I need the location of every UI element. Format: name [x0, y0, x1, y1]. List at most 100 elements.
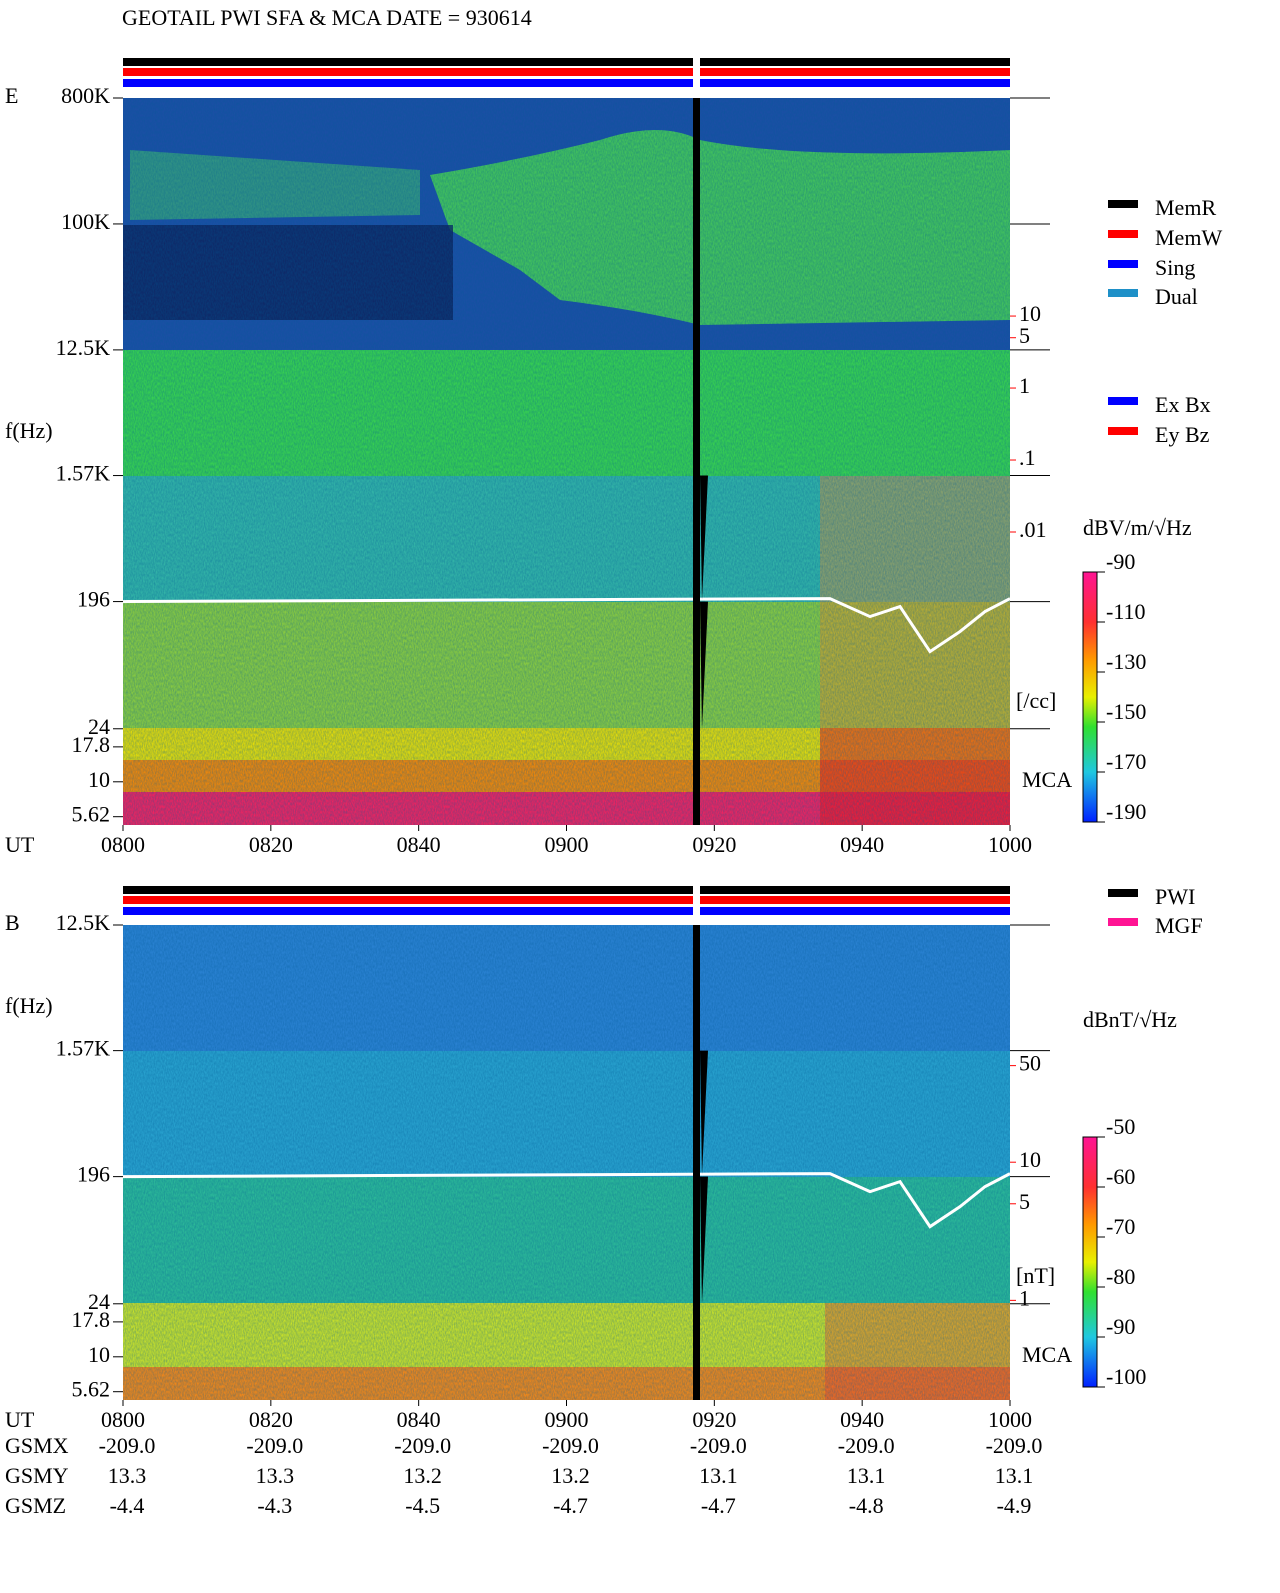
legend-swatch: [1108, 260, 1138, 268]
x-tick-label: 0800: [101, 832, 145, 857]
orbit-value: -4.7: [553, 1493, 588, 1518]
x-tick-label: 0820: [249, 832, 293, 857]
orbit-value: -4.5: [405, 1493, 440, 1518]
y-tick-label: 24: [88, 714, 110, 739]
y-tick-label: 12.5K: [56, 335, 111, 360]
colorbar-tick-label: -110: [1106, 599, 1146, 624]
y-tick-label: 196: [77, 587, 110, 612]
orbit-value: -209.0: [99, 1433, 156, 1458]
colorbar-tick-label: -60: [1106, 1164, 1135, 1189]
y-tick-label: 12.5K: [56, 910, 111, 935]
orbit-value: -4.4: [110, 1493, 145, 1518]
panel-label: E: [5, 83, 18, 108]
orbit-value: 13.3: [108, 1463, 147, 1488]
x-tick-label: 0920: [692, 832, 736, 857]
legend-swatch: [1108, 289, 1138, 297]
x-axis-label: UT: [5, 832, 35, 857]
legend-swatch: [1108, 889, 1138, 897]
orbit-value: 13.3: [256, 1463, 295, 1488]
data-gap: [693, 925, 700, 1400]
mca-label: MCA: [1022, 767, 1072, 792]
y2-tick-label: .01: [1019, 517, 1047, 542]
colorbar-tick-label: -130: [1106, 649, 1146, 674]
orbit-value: -4.7: [701, 1493, 736, 1518]
legend-swatch: [1108, 397, 1138, 405]
orbit-value: -209.0: [986, 1433, 1043, 1458]
data-gap: [693, 98, 700, 825]
plasma-line: [122, 1172, 1011, 1229]
y2-axis-label: [nT]: [1016, 1263, 1055, 1288]
y-tick-label: 10: [88, 767, 110, 792]
colorbar-tick-label: -90: [1106, 549, 1135, 574]
x-tick-label: 1000: [988, 832, 1032, 857]
legend-label: Ex Bx: [1155, 392, 1211, 417]
status-gap: [693, 58, 700, 87]
y2-axis-label: [/cc]: [1016, 688, 1056, 713]
legend-swatch: [1108, 200, 1138, 208]
y2-tick-label: 5: [1019, 1189, 1030, 1214]
colorbar-tick-label: -80: [1106, 1264, 1135, 1289]
y-tick-label: 100K: [61, 209, 110, 234]
y-tick-label: 800K: [61, 83, 110, 108]
legend-swatch: [1108, 230, 1138, 238]
spectrogram-noise: [123, 98, 1010, 825]
legend-label: Ey Bz: [1155, 422, 1210, 447]
panel-label: B: [5, 910, 20, 935]
orbit-row-label: GSMX: [5, 1433, 69, 1458]
colorbar-label: dBV/m/√Hz: [1083, 515, 1192, 540]
orbit-value: -209.0: [838, 1433, 895, 1458]
orbit-value: -209.0: [690, 1433, 747, 1458]
x-tick-label: 0900: [545, 832, 589, 857]
x-tick-label: 0840: [397, 1407, 441, 1432]
y-tick-label: 17.8: [72, 732, 111, 757]
status-bar: [123, 68, 1010, 76]
y-tick-label: 5.62: [72, 1377, 111, 1402]
legend-label: Sing: [1155, 255, 1195, 280]
status-bar: [123, 907, 1010, 915]
legend-label: Dual: [1155, 284, 1198, 309]
y-axis-label: f(Hz): [5, 418, 53, 443]
orbit-value: -4.9: [997, 1493, 1032, 1518]
colorbar-tick-label: -70: [1106, 1214, 1135, 1239]
x-tick-label: 0840: [397, 832, 441, 857]
plasma-line: [122, 597, 1011, 654]
x-tick-label: 1000: [988, 1407, 1032, 1432]
orbit-value: 13.2: [403, 1463, 442, 1488]
orbit-value: -209.0: [394, 1433, 451, 1458]
y-axis-label: f(Hz): [5, 993, 53, 1018]
colorbar-label: dBnT/√Hz: [1083, 1007, 1177, 1032]
orbit-value: 13.2: [551, 1463, 590, 1488]
x-tick-label: 0940: [840, 1407, 884, 1432]
y-tick-label: 196: [77, 1162, 110, 1187]
legend-label: MemW: [1155, 225, 1222, 250]
status-bar: [123, 886, 1010, 894]
colorbar-tick-label: -170: [1106, 749, 1146, 774]
legend-swatch: [1108, 918, 1138, 926]
orbit-value: -4.8: [849, 1493, 884, 1518]
status-bar: [123, 896, 1010, 904]
orbit-row-label: GSMZ: [5, 1493, 66, 1518]
y-tick-label: 1.57K: [56, 461, 111, 486]
orbit-value: 13.1: [847, 1463, 886, 1488]
status-gap: [693, 886, 700, 915]
orbit-value: 13.1: [699, 1463, 738, 1488]
y2-tick-label: 1: [1019, 373, 1030, 398]
orbit-value: -209.0: [542, 1433, 599, 1458]
y2-tick-label: 10: [1019, 301, 1041, 326]
legend-label: MGF: [1155, 913, 1203, 938]
status-bar: [123, 58, 1010, 66]
y2-tick-label: 50: [1019, 1051, 1041, 1076]
legend-label: PWI: [1155, 884, 1195, 909]
colorbar-tick-label: -100: [1106, 1364, 1146, 1389]
orbit-row-label: GSMY: [5, 1463, 69, 1488]
data-gap: [700, 475, 708, 729]
data-gap: [700, 1050, 708, 1304]
colorbar-tick-label: -90: [1106, 1314, 1135, 1339]
spectrogram-noise: [123, 925, 1010, 1400]
y-tick-label: 5.62: [72, 802, 111, 827]
orbit-value: -209.0: [246, 1433, 303, 1458]
y-tick-label: 10: [88, 1342, 110, 1367]
y-tick-label: 17.8: [72, 1307, 111, 1332]
x-axis-label: UT: [5, 1407, 35, 1432]
orbit-value: 13.1: [995, 1463, 1034, 1488]
